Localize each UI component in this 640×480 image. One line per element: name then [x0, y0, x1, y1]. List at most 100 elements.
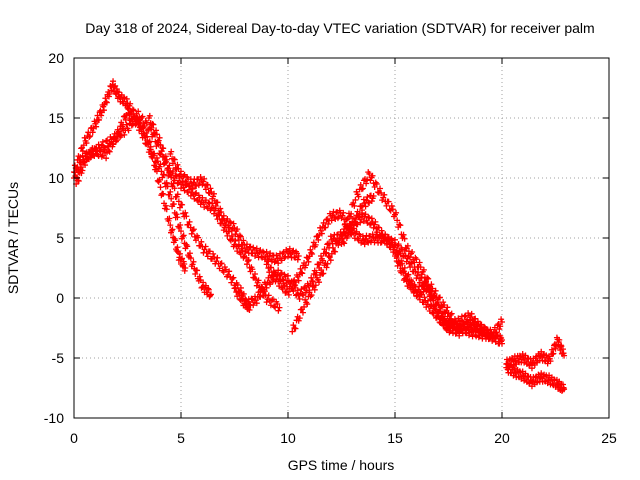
data-point	[287, 281, 294, 288]
data-point	[235, 243, 242, 250]
data-point	[171, 156, 178, 163]
data-point	[207, 185, 214, 192]
data-point	[247, 243, 254, 250]
data-point	[237, 233, 244, 240]
data-point	[414, 292, 421, 299]
data-point	[260, 289, 267, 296]
data-point	[175, 165, 182, 172]
data-point	[220, 212, 227, 219]
data-point	[141, 123, 148, 130]
data-point	[498, 316, 505, 323]
data-point	[148, 124, 155, 131]
data-point	[232, 237, 239, 244]
data-point	[168, 148, 175, 155]
data-point	[441, 301, 448, 308]
data-point	[100, 107, 107, 114]
data-point	[178, 185, 184, 192]
data-point	[363, 180, 370, 187]
data-point	[380, 194, 387, 201]
data-point	[268, 264, 275, 271]
data-point	[385, 236, 392, 243]
x-tick-label: 0	[70, 430, 78, 446]
data-point	[124, 104, 131, 111]
data-points	[71, 78, 568, 394]
data-point	[552, 345, 559, 352]
data-point	[197, 174, 204, 181]
data-point	[308, 274, 315, 281]
data-point	[206, 248, 213, 255]
data-point	[95, 116, 102, 123]
data-point	[174, 191, 181, 198]
data-point	[153, 131, 160, 138]
data-point	[253, 300, 260, 307]
data-point	[418, 274, 425, 281]
data-point	[202, 243, 209, 250]
data-point	[169, 160, 176, 167]
data-point	[112, 82, 119, 89]
data-point	[448, 310, 455, 317]
data-point	[237, 284, 244, 291]
data-point	[195, 234, 202, 241]
data-point	[326, 254, 333, 261]
data-point	[444, 313, 451, 320]
data-point	[179, 201, 186, 208]
data-point	[347, 230, 354, 237]
data-point	[169, 168, 176, 175]
data-point	[324, 241, 331, 248]
data-point	[128, 122, 135, 129]
data-point	[548, 346, 555, 353]
series-track-6	[231, 192, 377, 311]
series-track-7	[263, 207, 388, 298]
data-point	[312, 282, 319, 289]
data-point	[405, 278, 412, 285]
data-point	[217, 260, 224, 267]
data-point	[454, 321, 461, 328]
data-point	[252, 297, 259, 304]
data-point	[187, 192, 194, 199]
data-point	[228, 279, 235, 286]
data-point	[227, 218, 234, 225]
data-point	[188, 230, 195, 237]
data-point	[157, 141, 164, 148]
data-point	[301, 303, 308, 310]
data-point	[174, 244, 181, 251]
data-point	[388, 239, 395, 246]
data-point	[490, 335, 497, 342]
data-point	[420, 266, 427, 273]
data-point	[316, 279, 323, 286]
data-point	[265, 292, 272, 299]
data-point	[275, 267, 282, 274]
data-point	[263, 261, 270, 268]
data-point	[325, 220, 332, 227]
data-point	[231, 285, 238, 292]
data-point	[214, 199, 221, 206]
data-point	[224, 215, 231, 222]
x-tick-label: 25	[601, 430, 617, 446]
data-point	[235, 288, 242, 295]
data-point	[367, 177, 374, 184]
data-point	[417, 264, 424, 271]
data-point	[260, 249, 267, 256]
data-point	[328, 217, 335, 224]
data-point	[277, 277, 284, 284]
data-point	[473, 333, 480, 340]
data-point	[234, 226, 241, 233]
data-point	[424, 285, 431, 292]
y-tick-label: 10	[48, 170, 64, 186]
data-point	[173, 211, 180, 218]
data-point	[83, 140, 90, 147]
data-point	[312, 241, 319, 248]
data-point	[366, 170, 373, 177]
data-point	[305, 258, 312, 265]
series-track-3	[73, 108, 253, 313]
data-point	[174, 214, 181, 221]
data-point	[250, 302, 257, 309]
data-point	[285, 291, 292, 298]
data-point	[161, 171, 168, 178]
data-point	[110, 78, 117, 85]
data-point	[413, 256, 420, 263]
data-point	[315, 236, 322, 243]
data-point	[298, 286, 305, 293]
data-point	[371, 184, 378, 191]
data-point	[171, 185, 178, 192]
